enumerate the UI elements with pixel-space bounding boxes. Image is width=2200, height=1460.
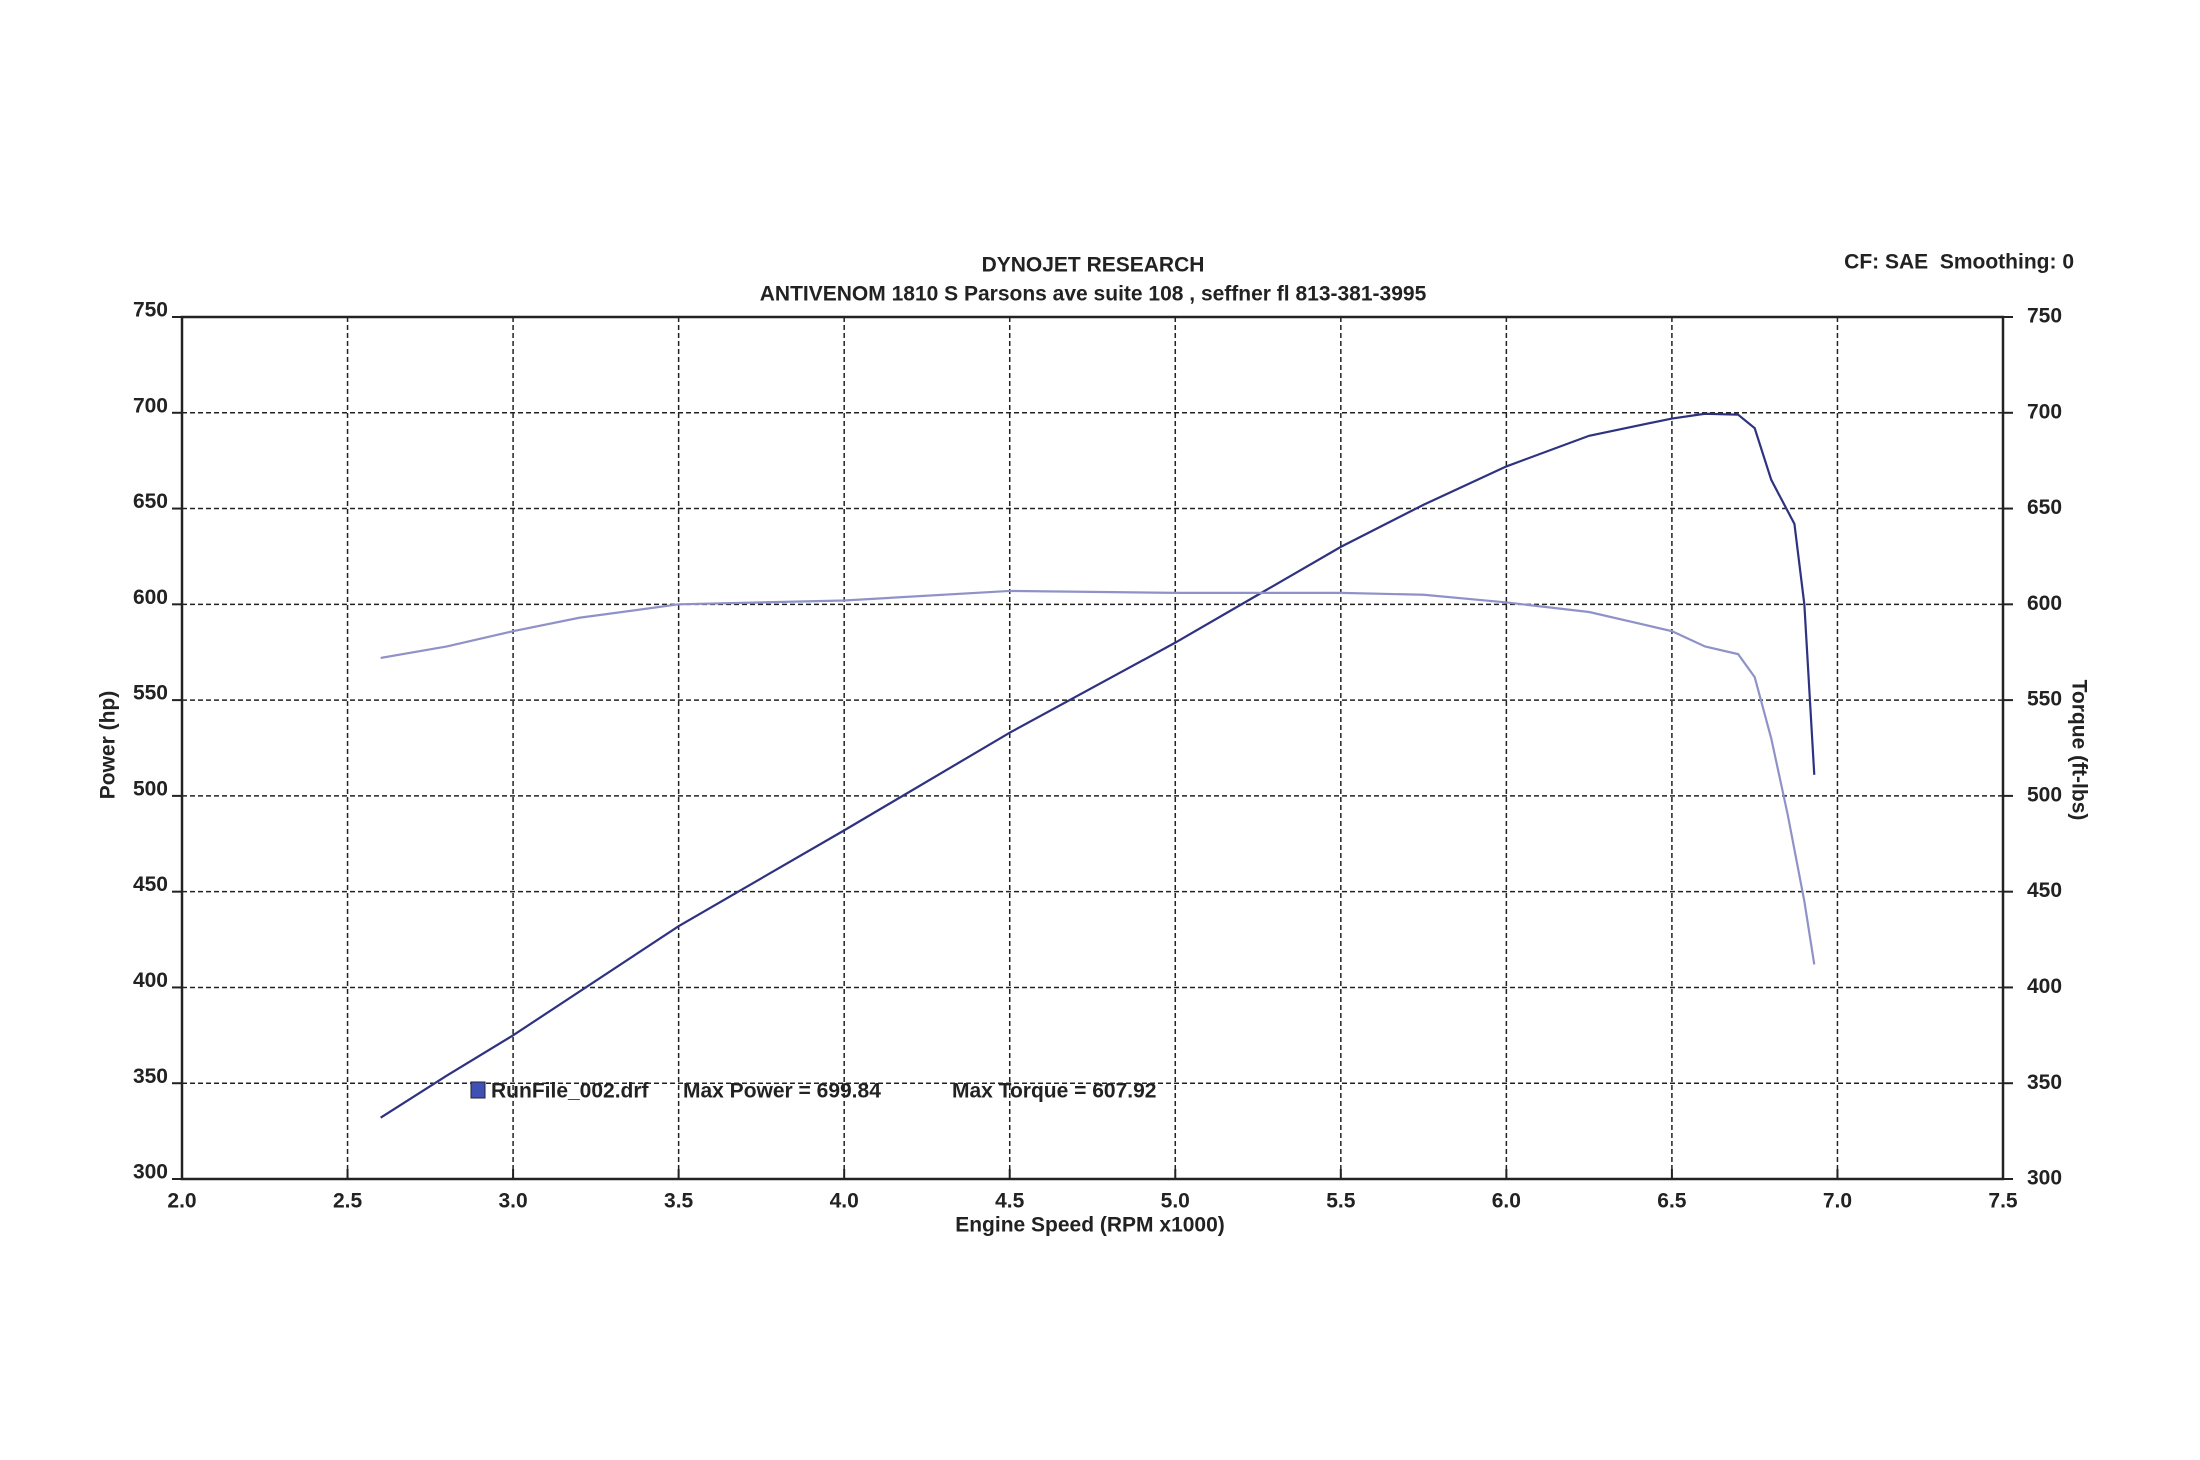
chart-subtitle: ANTIVENOM 1810 S Parsons ave suite 108 ,… — [760, 283, 1427, 306]
y2-tick-label: 600 — [2027, 592, 2062, 615]
x-tick-label: 7.5 — [1988, 1190, 2018, 1213]
y2-tick-label: 700 — [2027, 400, 2062, 423]
y2-axis-label: Torque (ft-lbs) — [2067, 680, 2090, 821]
y-axis-label: Power (hp) — [97, 691, 120, 800]
x-tick-label: 7.0 — [1823, 1190, 1852, 1213]
legend-swatch — [470, 1081, 486, 1099]
y2-tick-label: 500 — [2027, 783, 2062, 806]
y2-tick-label: 650 — [2027, 496, 2062, 519]
x-tick-label: 4.5 — [995, 1190, 1025, 1213]
x-tick-label: 6.0 — [1492, 1190, 1521, 1213]
y-tick-label: 350 — [133, 1065, 168, 1088]
y-tick-label: 300 — [133, 1161, 168, 1184]
y-tick-label: 650 — [133, 490, 168, 513]
y2-tick-label: 450 — [2027, 879, 2062, 902]
plot-frame — [180, 315, 2005, 1181]
corner-note: CF: SAE Smoothing: 0 — [1844, 251, 2074, 274]
y-tick-label: 450 — [133, 873, 168, 896]
y-tick-label: 700 — [133, 394, 168, 417]
y2-tick-label: 550 — [2027, 688, 2062, 711]
y2-tick-label: 350 — [2027, 1071, 2062, 1094]
y-tick-label: 550 — [133, 682, 168, 705]
x-tick-label: 3.0 — [498, 1190, 527, 1213]
x-tick-label: 4.0 — [830, 1190, 859, 1213]
y2-tick-label: 300 — [2027, 1167, 2062, 1190]
y-tick-label: 500 — [133, 777, 168, 800]
x-tick-label: 2.0 — [167, 1190, 196, 1213]
legend-max-power: Max Power = 699.84 — [683, 1080, 881, 1103]
x-tick-label: 5.5 — [1326, 1190, 1356, 1213]
x-tick-label: 3.5 — [664, 1190, 694, 1213]
x-axis-label: Engine Speed (RPM x1000) — [955, 1214, 1225, 1237]
series-line — [380, 589, 1816, 965]
x-tick-label: 5.0 — [1161, 1190, 1190, 1213]
chart-title: DYNOJET RESEARCH — [982, 254, 1205, 277]
y2-tick-label: 750 — [2027, 305, 2062, 328]
x-tick-label: 2.5 — [333, 1190, 363, 1213]
x-tick-label: 6.5 — [1657, 1190, 1687, 1213]
y-tick-label: 600 — [133, 586, 168, 609]
y-tick-label: 400 — [133, 969, 168, 992]
y2-tick-label: 400 — [2027, 975, 2062, 998]
series-line — [380, 412, 1816, 1119]
y-tick-label: 750 — [133, 299, 168, 322]
legend-file: RunFile_002.drf — [491, 1080, 650, 1103]
legend-max-torque: Max Torque = 607.92 — [952, 1080, 1156, 1103]
